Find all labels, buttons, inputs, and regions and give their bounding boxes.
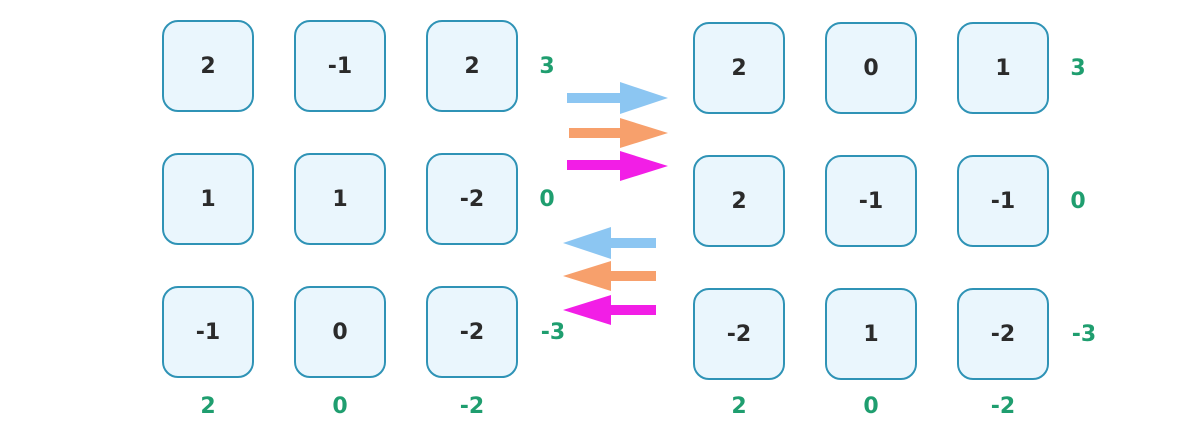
right-cell-r1c1: 2 <box>693 22 785 114</box>
right-row-sum-3: -3 <box>1071 322 1097 347</box>
right-col-sum-3: -2 <box>990 394 1016 419</box>
arrow-forward-blue <box>567 82 668 114</box>
left-col-sum-3: -2 <box>459 394 485 419</box>
right-cell-r1c3: 1 <box>957 22 1049 114</box>
left-cell-r2c2: 1 <box>294 153 386 245</box>
right-cell-r1c2: 0 <box>825 22 917 114</box>
left-cell-r3c1: -1 <box>162 286 254 378</box>
left-cell-r1c3: 2 <box>426 20 518 112</box>
left-cell-r3c3: -2 <box>426 286 518 378</box>
left-row-sum-2: 0 <box>539 187 555 212</box>
arrow-backward-blue <box>563 227 656 259</box>
right-row-sum-2: 0 <box>1070 189 1086 214</box>
left-row-sum-3: -3 <box>540 320 566 345</box>
left-cell-r3c2: 0 <box>294 286 386 378</box>
right-cell-r3c3: -2 <box>957 288 1049 380</box>
left-row-sum-1: 3 <box>539 54 555 79</box>
right-cell-r2c1: 2 <box>693 155 785 247</box>
arrow-forward-orange <box>569 118 668 148</box>
arrow-forward-magenta <box>567 151 668 181</box>
left-cell-r2c1: 1 <box>162 153 254 245</box>
left-col-sum-2: 0 <box>332 394 348 419</box>
arrow-backward-magenta <box>563 295 656 325</box>
right-row-sum-1: 3 <box>1070 56 1086 81</box>
left-cell-r2c3: -2 <box>426 153 518 245</box>
right-cell-r2c2: -1 <box>825 155 917 247</box>
left-col-sum-1: 2 <box>200 394 216 419</box>
right-cell-r3c2: 1 <box>825 288 917 380</box>
right-cell-r2c3: -1 <box>957 155 1049 247</box>
arrow-backward-orange <box>563 261 656 291</box>
right-col-sum-1: 2 <box>731 394 747 419</box>
right-col-sum-2: 0 <box>863 394 879 419</box>
right-cell-r3c1: -2 <box>693 288 785 380</box>
left-cell-r1c2: -1 <box>294 20 386 112</box>
left-cell-r1c1: 2 <box>162 20 254 112</box>
